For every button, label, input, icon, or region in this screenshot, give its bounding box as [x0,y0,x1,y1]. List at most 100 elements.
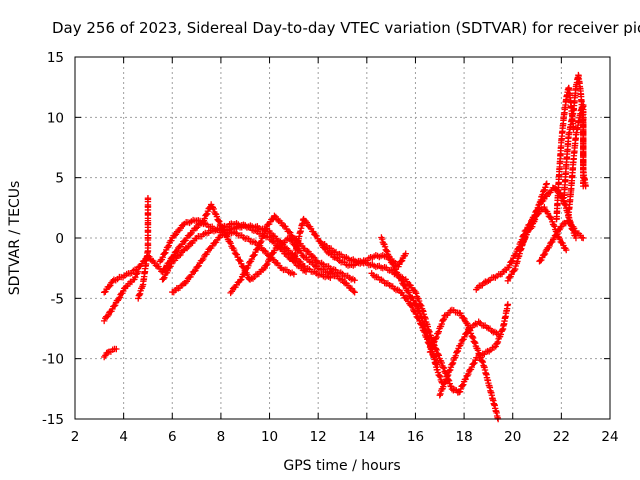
data-point [479,358,487,366]
x-tick-label: 20 [504,429,521,445]
series-track-u [565,101,589,218]
data-point [437,390,444,398]
data-point [444,371,452,379]
y-tick-label: 5 [55,171,64,187]
data-point [164,243,172,251]
data-point [508,258,515,265]
data-point [429,342,437,349]
data-point [420,327,427,334]
data-point [440,315,448,323]
data-point [559,220,567,228]
series-track-d [135,194,152,302]
data-point [111,302,118,310]
data-point [580,234,587,242]
series-track-g [169,228,298,296]
data-point [469,333,476,340]
data-point [192,225,199,232]
data-point [463,330,470,337]
data-point [175,252,183,259]
data-point [287,229,294,236]
data-point [271,212,278,220]
data-point [171,232,178,239]
data-point [409,303,416,311]
data-point [183,244,191,252]
data-point [105,283,113,290]
data-point [460,381,467,388]
data-point [351,277,358,284]
data-point [228,288,236,295]
data-point [192,267,199,274]
data-point [216,218,223,225]
data-point [200,255,207,263]
data-point [172,248,180,255]
data-point [282,250,289,258]
data-point [257,239,264,246]
series-track-m [426,306,502,423]
data-point [183,278,191,285]
data-point [388,259,396,266]
data-point [551,223,558,230]
data-point [285,228,293,235]
data-point [462,375,469,383]
data-point [159,254,166,261]
data-point [460,314,467,322]
data-point [401,282,409,290]
data-point [411,300,419,307]
data-point [543,180,550,187]
data-point [572,229,580,236]
data-point [449,359,457,367]
data-point [433,333,440,341]
data-point [385,252,392,260]
data-point [165,242,172,249]
data-point [436,372,443,379]
data-point [541,250,549,258]
data-point [418,302,425,310]
data-point [472,339,479,347]
data-point [439,316,447,324]
data-point [434,329,442,337]
data-point [528,223,536,230]
data-point [435,328,442,335]
data-point [494,338,502,346]
data-point [161,274,168,281]
data-point [307,258,315,266]
x-axis-label: GPS time / hours [283,458,400,474]
data-point [452,352,459,359]
data-point [412,310,420,318]
y-tick-label: -15 [42,412,64,428]
data-point [506,261,513,269]
data-point [213,213,221,220]
data-point [428,346,435,353]
y-tick-label: -5 [51,291,64,307]
data-point [327,274,334,282]
data-point [541,203,548,211]
data-point [542,181,550,188]
series-track-q [519,180,550,247]
x-tick-label: 6 [168,429,177,445]
data-point [582,182,589,190]
data-point [116,294,123,301]
data-point [469,334,477,342]
data-point [263,261,270,269]
data-point [405,289,412,296]
grid-layer [75,57,610,419]
x-tick-label: 24 [601,429,618,445]
data-point [160,275,167,283]
data-point [260,230,268,237]
data-point [384,248,391,255]
y-tick-label: -10 [42,352,64,368]
data-points-layer [100,71,589,423]
data-point [470,360,477,367]
data-point [104,349,112,356]
data-point [436,373,444,381]
data-point [494,331,502,338]
data-point [432,335,440,342]
x-tick-label: 10 [261,429,278,445]
data-point [463,329,471,336]
data-point [567,218,574,226]
data-point [459,382,466,389]
data-point [430,341,437,348]
data-point [570,225,578,232]
data-point [194,263,201,270]
data-point [397,258,405,265]
